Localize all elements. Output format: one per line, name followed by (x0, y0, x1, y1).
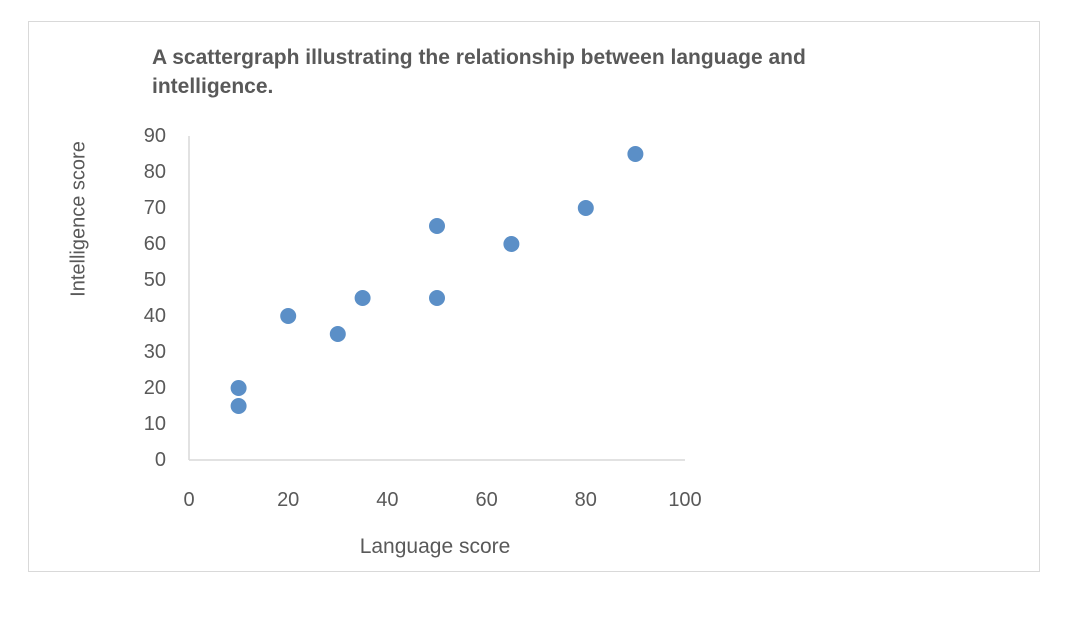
data-points (230, 146, 644, 414)
y-tick-label: 40 (144, 305, 166, 327)
data-point (280, 308, 297, 324)
x-tick-label: 100 (668, 489, 701, 511)
data-point (627, 146, 644, 162)
data-point (503, 236, 520, 252)
y-tick-label: 90 (144, 125, 166, 147)
y-tick-label: 80 (144, 161, 166, 183)
data-point (230, 380, 247, 396)
x-tick-label: 80 (575, 489, 597, 511)
y-tick-label: 20 (144, 377, 166, 399)
y-tick-labels: 0 10 20 30 40 50 60 70 80 90 (144, 125, 166, 471)
y-tick-label: 10 (144, 413, 166, 435)
data-point (329, 326, 346, 342)
y-tick-label: 30 (144, 341, 166, 363)
x-tick-label: 40 (376, 489, 398, 511)
data-point (354, 290, 371, 306)
x-axis-label: Language score (359, 535, 511, 558)
y-tick-label: 60 (144, 233, 166, 255)
x-tick-label: 60 (475, 489, 497, 511)
x-tick-labels: 0 20 40 60 80 100 (183, 489, 701, 511)
y-tick-label: 50 (144, 269, 166, 291)
y-tick-label: 0 (155, 449, 166, 471)
chart-frame (28, 21, 1040, 572)
chart-title: A scattergraph illustrating the relation… (152, 46, 806, 98)
y-tick-label: 70 (144, 197, 166, 219)
x-tick-label: 0 (183, 489, 194, 511)
data-point (577, 200, 594, 216)
data-point (230, 398, 247, 414)
data-point (429, 290, 445, 306)
data-point (429, 218, 445, 234)
x-tick-label: 20 (277, 489, 299, 511)
